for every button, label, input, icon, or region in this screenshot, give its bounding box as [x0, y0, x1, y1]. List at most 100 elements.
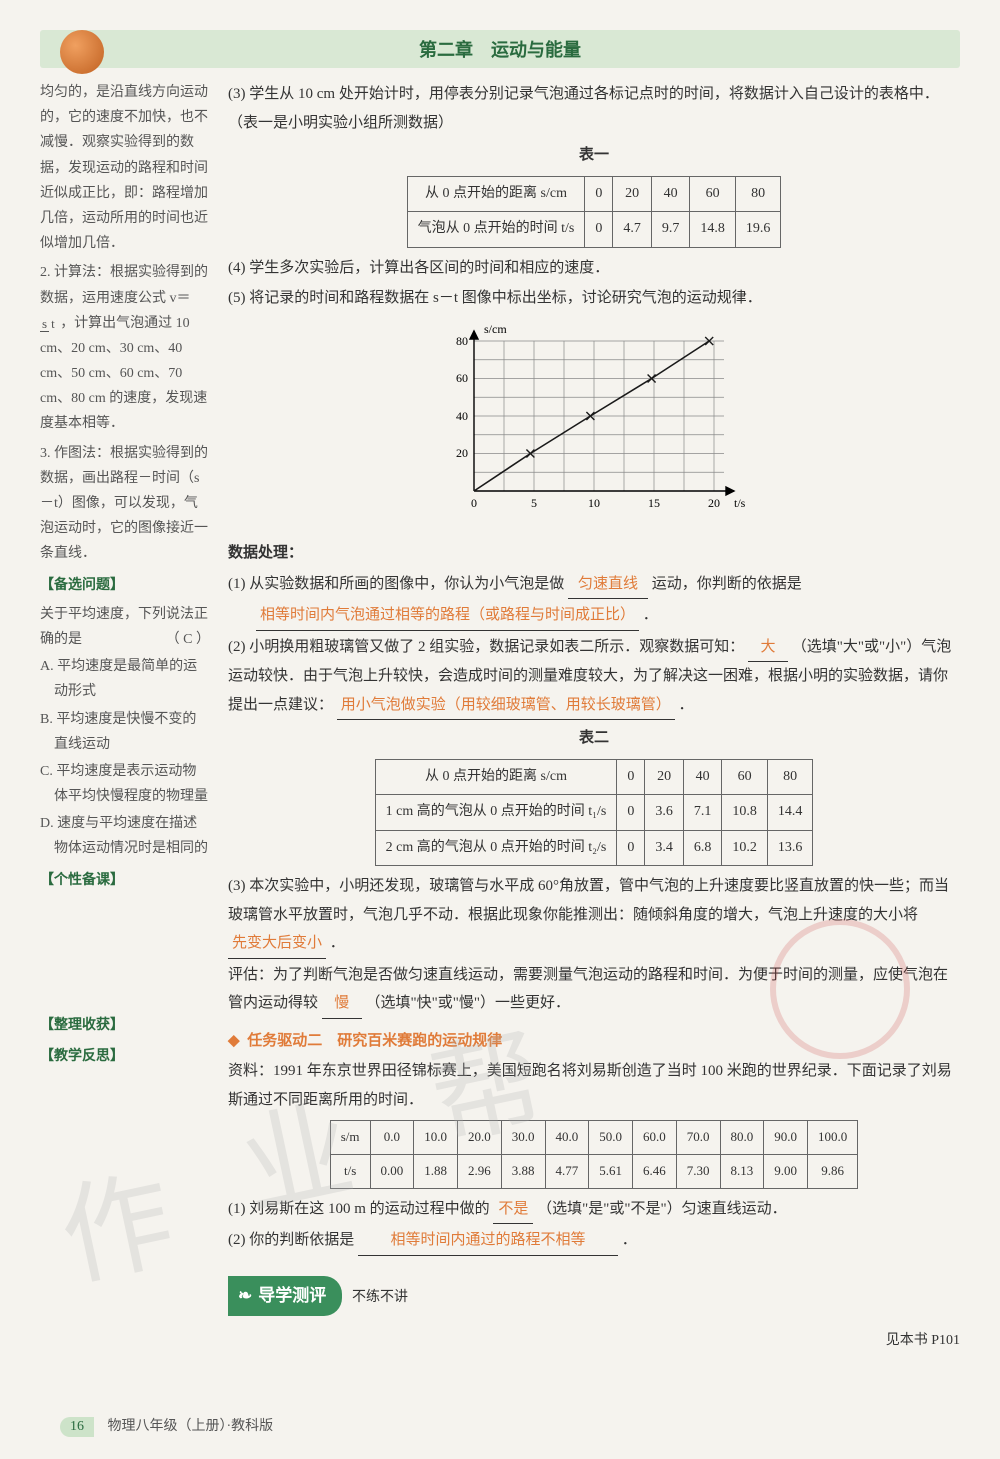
table-cell: 40	[651, 176, 690, 212]
backup-question-label: 【备选问题】	[40, 573, 210, 598]
sidebar-para1: 均匀的，是沿直线方向运动的，它的速度不加快，也不减慢．观察实验得到的数据，发现运…	[40, 80, 210, 256]
step-5: (5) 将记录的时间和路程数据在 s－t 图像中标出坐标，讨论研究气泡的运动规律…	[228, 284, 960, 313]
table-cell: 20	[645, 759, 684, 795]
sidebar-notes: 均匀的，是沿直线方向运动的，它的速度不加快，也不减慢．观察实验得到的数据，发现运…	[40, 80, 210, 1357]
logo-icon	[60, 30, 104, 74]
sidebar-item2: 2. 计算法：根据实验得到的数据，运用速度公式 v＝ st ，计算出气泡通过 1…	[40, 260, 210, 436]
svg-text:60: 60	[456, 371, 468, 385]
table-row: 1 cm 高的气泡从 0 点开始的时间 t₁/s 0 3.6 7.1 10.8 …	[375, 795, 813, 831]
chapter-header: 第二章 运动与能量	[40, 30, 960, 68]
svg-text:80: 80	[456, 334, 468, 348]
page-number: 16	[60, 1417, 94, 1437]
table-cell: 80.0	[720, 1121, 764, 1155]
table-cell: 0.00	[370, 1155, 414, 1189]
table-cell: 5.61	[589, 1155, 633, 1189]
table-cell: 0	[617, 830, 645, 866]
table-cell: 90.0	[764, 1121, 808, 1155]
table2-r1-head: 从 0 点开始的距离 s/cm	[375, 759, 617, 795]
mc-option-c: C. 平均速度是表示运动物体平均快慢程度的物理量	[40, 759, 210, 809]
sidebar-item2-lead: 2. 计算法：根据实验得到的数据，运用速度公式 v＝	[40, 265, 208, 305]
table-cell: 40.0	[545, 1121, 589, 1155]
table-cell: 10.8	[722, 795, 768, 831]
table-cell: 19.6	[735, 212, 781, 248]
table-cell: 0	[585, 212, 613, 248]
task2-title: ◆ 任务驱动二 研究百米赛跑的运动规律	[228, 1027, 960, 1056]
mc-option-d: D. 速度与平均速度在描述物体运动情况时是相同的	[40, 811, 210, 861]
table-cell: 8.13	[720, 1155, 764, 1189]
leaf-icon: ❧	[238, 1280, 252, 1312]
table-row: 从 0 点开始的距离 s/cm 0 20 40 60 80	[375, 759, 813, 795]
question-1: (1) 从实验数据和所画的图像中，你认为小气泡是做 匀速直线 运动，你判断的依据…	[228, 570, 960, 600]
table1-caption: 表一	[228, 141, 960, 170]
svg-text:t/s: t/s	[734, 496, 746, 510]
blank-q1-1: 匀速直线	[568, 570, 648, 600]
task2-material: 资料：1991 年东京世界田径锦标赛上，美国短跑名将刘易斯创造了当时 100 米…	[228, 1057, 960, 1114]
table-cell: 9.00	[764, 1155, 808, 1189]
mc-answer: （ C ）	[166, 627, 210, 652]
table-cell: 9.7	[651, 212, 690, 248]
table-cell: 4.7	[613, 212, 652, 248]
svg-text:5: 5	[531, 496, 537, 510]
task2-q1: (1) 刘易斯在这 100 m 的运动过程中做的 不是 （选填"是"或"不是"）…	[228, 1195, 960, 1225]
table-row: 从 0 点开始的距离 s/cm 0 20 40 60 80	[407, 176, 781, 212]
table-cell: 7.30	[676, 1155, 720, 1189]
mc-stem: 关于平均速度，下列说法正确的是 （ C ）	[40, 602, 210, 652]
blank-q1-2: 相等时间内气泡通过相等的路程（或路程与时间成正比）	[256, 601, 639, 631]
mc-option-b: B. 平均速度是快慢不变的直线运动	[40, 707, 210, 757]
table-cell: 14.4	[767, 795, 813, 831]
table-cell: 6.8	[683, 830, 722, 866]
table-cell: 20.0	[458, 1121, 502, 1155]
table-cell: 9.86	[808, 1155, 858, 1189]
table-one: 从 0 点开始的距离 s/cm 0 20 40 60 80 气泡从 0 点开始的…	[407, 176, 782, 248]
blank-t2q2: 相等时间内通过的路程不相等	[358, 1226, 618, 1256]
table3-r1-head: s/m	[330, 1121, 370, 1155]
page-footer: 16 物理八年级（上册）·教科版	[60, 1415, 273, 1437]
svg-text:15: 15	[648, 496, 660, 510]
main-content: (3) 学生从 10 cm 处开始计时，用停表分别记录气泡通过各标记点时的时间，…	[228, 80, 960, 1357]
table-cell: 10.2	[722, 830, 768, 866]
table-cell: 13.6	[767, 830, 813, 866]
svg-text:0: 0	[471, 496, 477, 510]
table-cell: 14.8	[690, 212, 736, 248]
evaluation: 评估：为了判断气泡是否做匀速直线运动，需要测量气泡运动的路程和时间．为便于时间的…	[228, 961, 960, 1019]
book-title: 物理八年级（上册）·教科版	[108, 1419, 274, 1434]
blank-q2-1: 大	[748, 633, 788, 663]
data-processing-label: 数据处理：	[228, 539, 960, 568]
svg-text:20: 20	[456, 446, 468, 460]
table1-r2-head: 气泡从 0 点开始的时间 t/s	[407, 212, 585, 248]
table2-r2-head: 1 cm 高的气泡从 0 点开始的时间 t₁/s	[375, 795, 617, 831]
table2-r3-head: 2 cm 高的气泡从 0 点开始的时间 t₂/s	[375, 830, 617, 866]
table-cell: 70.0	[676, 1121, 720, 1155]
table-cell: 7.1	[683, 795, 722, 831]
step-3: (3) 学生从 10 cm 处开始计时，用停表分别记录气泡通过各标记点时的时间，…	[228, 80, 960, 137]
blank-q3-1: 先变大后变小	[228, 929, 326, 959]
banner-subtitle: 不练不讲	[352, 1290, 408, 1305]
table-row: t/s 0.00 1.88 2.96 3.88 4.77 5.61 6.46 7…	[330, 1155, 858, 1189]
table-cell: 20	[613, 176, 652, 212]
table-cell: 3.4	[645, 830, 684, 866]
blank-q2-2: 用小气泡做实验（用较细玻璃管、用较长玻璃管）	[337, 691, 675, 721]
table-row: 气泡从 0 点开始的时间 t/s 0 4.7 9.7 14.8 19.6	[407, 212, 781, 248]
organize-label: 【整理收获】	[40, 1013, 210, 1038]
task2-q2: (2) 你的判断依据是 相等时间内通过的路程不相等 ．	[228, 1226, 960, 1256]
table-cell: 0	[585, 176, 613, 212]
svg-text:40: 40	[456, 409, 468, 423]
sidebar-item2-tail: ，计算出气泡通过 10 cm、20 cm、30 cm、40 cm、50 cm、6…	[40, 316, 207, 432]
table-cell: 40	[683, 759, 722, 795]
table-cell: 0	[617, 759, 645, 795]
table-cell: 0.0	[370, 1121, 414, 1155]
table-cell: 0	[617, 795, 645, 831]
table-cell: 50.0	[589, 1121, 633, 1155]
question-1-line2: 相等时间内气泡通过相等的路程（或路程与时间成正比） ．	[228, 601, 960, 631]
table2-caption: 表二	[228, 724, 960, 753]
table-cell: 2.96	[458, 1155, 502, 1189]
page-reference: 见本书 P101	[228, 1328, 960, 1355]
table-row: s/m 0.0 10.0 20.0 30.0 40.0 50.0 60.0 70…	[330, 1121, 858, 1155]
table-cell: 60.0	[633, 1121, 677, 1155]
table-cell: 80	[767, 759, 813, 795]
sidebar-item3: 3. 作图法：根据实验得到的数据，画出路程－时间（s－t）图像，可以发现，气泡运…	[40, 441, 210, 567]
table-cell: 6.46	[633, 1155, 677, 1189]
table1-r1-head: 从 0 点开始的距离 s/cm	[407, 176, 585, 212]
table-cell: 60	[722, 759, 768, 795]
table-two: 从 0 点开始的距离 s/cm 0 20 40 60 80 1 cm 高的气泡从…	[375, 759, 814, 867]
